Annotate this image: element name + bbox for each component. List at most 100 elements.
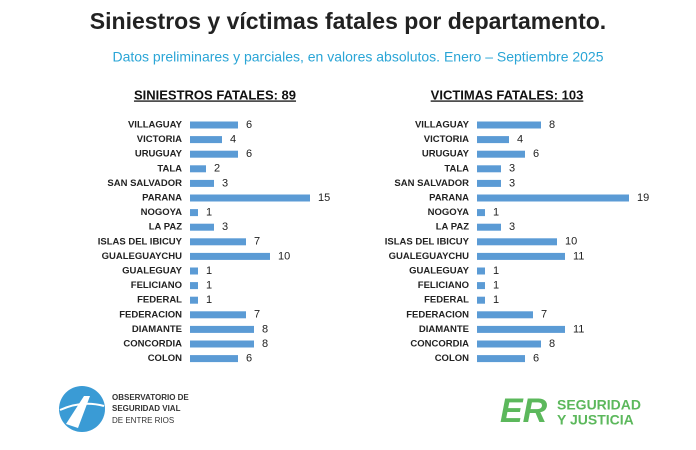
category-label: COLON xyxy=(435,353,469,364)
value-label: 1 xyxy=(493,207,499,219)
category-label: LA PAZ xyxy=(436,222,469,233)
bar xyxy=(477,311,533,319)
bar xyxy=(477,355,525,363)
bar xyxy=(477,223,501,231)
title: Siniestros y víctimas fatales por depart… xyxy=(90,8,606,34)
category-label: LA PAZ xyxy=(149,222,182,233)
category-label: FEDERAL xyxy=(137,295,182,306)
value-label: 1 xyxy=(206,207,212,219)
value-label: 11 xyxy=(573,323,584,335)
category-label: GUALEGUAYCHU xyxy=(389,251,470,262)
category-label: NOGOYA xyxy=(428,207,469,218)
value-label: 3 xyxy=(509,221,515,233)
category-label: GUALEGUAY xyxy=(409,266,469,277)
value-label: 8 xyxy=(549,338,555,350)
value-label: 11 xyxy=(573,250,584,262)
bar xyxy=(477,340,541,348)
category-label: FEDERACION xyxy=(406,309,469,320)
value-label: 3 xyxy=(509,163,515,175)
category-label: SAN SALVADOR xyxy=(394,178,469,189)
bar xyxy=(477,165,501,173)
value-label: 8 xyxy=(549,119,555,131)
bar xyxy=(190,150,238,158)
value-label: 3 xyxy=(509,177,515,189)
value-label: 19 xyxy=(637,192,649,204)
logo-text: DE ENTRE RIOS xyxy=(112,416,174,425)
category-label: ISLAS DEL IBICUY xyxy=(385,236,470,247)
category-label: CONCORDIA xyxy=(410,339,469,350)
category-label: DIAMANTE xyxy=(419,324,469,335)
category-label: VILLAGUAY xyxy=(128,120,183,131)
value-label: 7 xyxy=(541,309,547,321)
bar xyxy=(477,296,485,304)
bar xyxy=(477,267,485,275)
category-label: TALA xyxy=(444,163,469,174)
value-label: 6 xyxy=(246,119,252,131)
logo-text: OBSERVATORIO DE xyxy=(112,393,189,402)
bar xyxy=(190,355,238,363)
category-label: CONCORDIA xyxy=(123,339,182,350)
value-label: 1 xyxy=(206,265,212,277)
bar xyxy=(477,209,485,217)
brand-text: Y JUSTICIA xyxy=(557,412,634,428)
category-label: VILLAGUAY xyxy=(415,120,470,131)
bar xyxy=(477,179,501,187)
bar xyxy=(190,121,238,129)
category-label: URUGUAY xyxy=(422,149,470,160)
value-label: 4 xyxy=(517,134,523,146)
category-label: PARANA xyxy=(429,193,469,204)
bar xyxy=(190,238,246,246)
category-label: GUALEGUAYCHU xyxy=(102,251,183,262)
bar xyxy=(190,296,198,304)
value-label: 8 xyxy=(262,338,268,350)
value-label: 1 xyxy=(206,280,212,292)
category-label: SAN SALVADOR xyxy=(107,178,182,189)
bar xyxy=(190,267,198,275)
value-label: 1 xyxy=(493,294,499,306)
category-label: URUGUAY xyxy=(135,149,183,160)
category-label: FEDERAL xyxy=(424,295,469,306)
value-label: 8 xyxy=(262,323,268,335)
value-label: 6 xyxy=(246,353,252,365)
value-label: 10 xyxy=(278,250,290,262)
bar xyxy=(190,136,222,144)
value-label: 1 xyxy=(206,294,212,306)
bar xyxy=(190,340,254,348)
value-label: 1 xyxy=(493,280,499,292)
category-label: TALA xyxy=(157,163,182,174)
bar xyxy=(477,252,565,260)
value-label: 6 xyxy=(246,148,252,160)
bar xyxy=(190,179,214,187)
value-label: 7 xyxy=(254,236,260,248)
category-label: FELICIANO xyxy=(418,280,469,291)
value-label: 3 xyxy=(222,221,228,233)
category-label: FEDERACION xyxy=(119,309,182,320)
observatory-logo: OBSERVATORIO DE SEGURIDAD VIAL DE ENTRE … xyxy=(59,386,189,432)
chart-title: SINIESTROS FATALES: 89 xyxy=(134,87,296,102)
value-label: 7 xyxy=(254,309,260,321)
bar xyxy=(190,194,310,202)
bar xyxy=(477,136,509,144)
bar xyxy=(190,165,206,173)
brand-text: SEGURIDAD xyxy=(557,397,641,413)
value-label: 4 xyxy=(230,134,236,146)
brand-logo: ER SEGURIDAD Y JUSTICIA xyxy=(500,392,641,430)
bar xyxy=(190,282,198,290)
value-label: 10 xyxy=(565,236,577,248)
brand-mark: ER xyxy=(500,392,548,430)
bar xyxy=(190,311,246,319)
category-label: ISLAS DEL IBICUY xyxy=(98,236,183,247)
category-label: FELICIANO xyxy=(131,280,182,291)
bar xyxy=(190,223,214,231)
value-label: 15 xyxy=(318,192,330,204)
subtitle: Datos preliminares y parciales, en valor… xyxy=(112,49,603,65)
chart-title: VICTIMAS FATALES: 103 xyxy=(431,87,584,102)
value-label: 6 xyxy=(533,353,539,365)
bar xyxy=(190,252,270,260)
value-label: 3 xyxy=(222,177,228,189)
bar xyxy=(477,238,557,246)
bar xyxy=(190,325,254,333)
category-label: VICTORIA xyxy=(424,134,469,145)
value-label: 6 xyxy=(533,148,539,160)
